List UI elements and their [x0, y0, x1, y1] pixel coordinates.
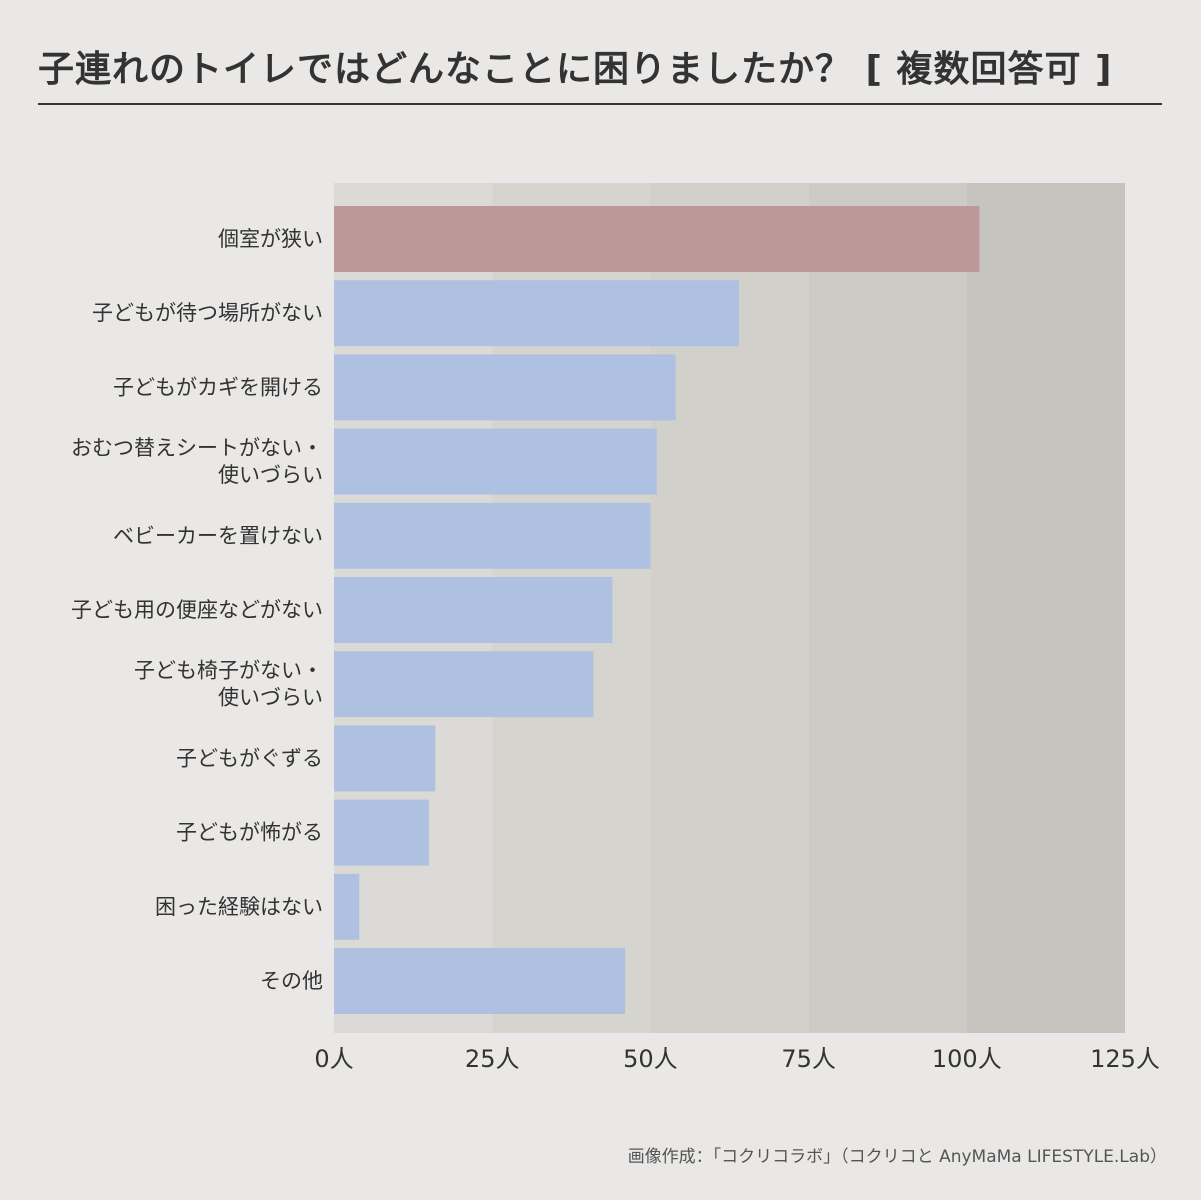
- category-label: ベビーカーを置けない: [113, 524, 323, 548]
- category-label: 子ども用の便座などがない: [71, 598, 323, 622]
- x-tick-label: 25人: [465, 1045, 520, 1073]
- grid-band: [966, 183, 1125, 1033]
- category-label: 個室が狭い: [218, 227, 323, 251]
- chart-title: 子連れのトイレではどんなことに困りましたか？ [ 複数回答可 ]: [38, 49, 1113, 90]
- category-label: 使いづらい: [218, 463, 323, 487]
- x-tick-label: 100人: [932, 1045, 1002, 1073]
- category-label: 子ども椅子がない・: [134, 659, 323, 683]
- bar: [334, 725, 436, 792]
- image-credit: 画像作成：「コクリコラボ」（コクリコと AnyMaMa LIFESTYLE.La…: [627, 1147, 1167, 1167]
- bar: [334, 577, 613, 643]
- category-labels: 個室が狭い子どもが待つ場所がない子どもがカギを開けるおむつ替えシートがない・使い…: [71, 227, 323, 993]
- bar: [334, 948, 626, 1014]
- bar: [334, 502, 651, 569]
- grid-band: [808, 183, 967, 1033]
- category-label: 子どもが怖がる: [176, 821, 323, 845]
- category-label: 使いづらい: [218, 686, 323, 710]
- x-tick-label: 75人: [781, 1045, 836, 1073]
- x-tick-label: 50人: [623, 1045, 678, 1073]
- title-underline: [38, 103, 1162, 105]
- x-tick-label: 0人: [314, 1045, 353, 1073]
- x-axis-ticks: 0人 25人 50人 75人 100人 125人: [314, 1045, 1160, 1073]
- bar: [334, 651, 594, 718]
- background-bands: [334, 183, 1125, 1033]
- category-label: その他: [260, 969, 323, 993]
- category-label: 困った経験はない: [155, 895, 323, 919]
- bar: [334, 354, 676, 421]
- bar: [334, 428, 657, 495]
- category-label: 子どもがぐずる: [176, 746, 323, 770]
- x-tick-label: 125人: [1090, 1045, 1160, 1073]
- bar: [334, 280, 739, 347]
- bar: [334, 799, 429, 866]
- bar-series: [334, 206, 980, 1014]
- category-label: 子どもがカギを開ける: [113, 375, 323, 399]
- bar: [334, 873, 360, 940]
- category-label: おむつ替えシートがない・: [71, 436, 323, 460]
- bar: [334, 206, 980, 272]
- category-label: 子どもが待つ場所がない: [92, 301, 323, 325]
